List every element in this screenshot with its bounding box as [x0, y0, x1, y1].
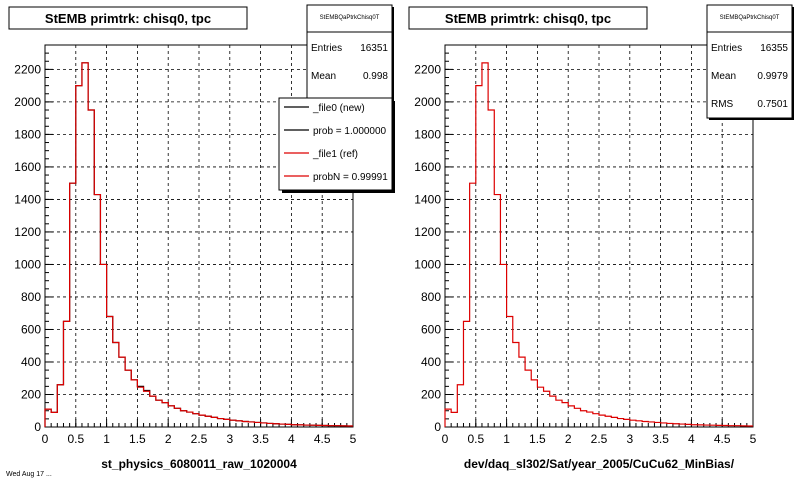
x-tick-label-1-8: 4	[688, 432, 695, 446]
y-tick-label-1-0: 0	[434, 420, 441, 434]
y-tick-label-1-11: 2200	[414, 62, 441, 76]
stats-label-0-0: Entries	[311, 43, 342, 54]
y-tick-label-1-9: 1800	[414, 127, 441, 141]
stats-value-0-0: 16351	[360, 43, 388, 54]
footer-text: Wed Aug 17 ...	[6, 471, 52, 478]
y-tick-label-1-3: 600	[421, 322, 441, 336]
y-tick-label-0-10: 2000	[14, 95, 41, 109]
x-tick-label-0-4: 2	[165, 432, 172, 446]
x-tick-label-1-1: 0.5	[467, 432, 484, 446]
x-tick-label-1-3: 1.5	[529, 432, 546, 446]
y-tick-label-1-7: 1400	[414, 192, 441, 206]
stats-label-1-2: RMS	[711, 99, 734, 110]
y-tick-label-0-8: 1600	[14, 160, 41, 174]
y-tick-label-0-6: 1200	[14, 225, 41, 239]
stats-name-0: StEMBQaPtrkChisq0T	[320, 15, 380, 21]
y-tick-label-1-8: 1600	[414, 160, 441, 174]
histogram-series-0-1	[44, 62, 353, 427]
legend-entry-0-1: prob = 1.000000	[313, 126, 387, 137]
y-tick-label-0-0: 0	[34, 420, 41, 434]
y-tick-label-1-5: 1000	[414, 257, 441, 271]
y-tick-label-0-2: 400	[21, 355, 41, 369]
x-tick-label-1-9: 4.5	[714, 432, 731, 446]
x-tick-label-1-5: 2.5	[591, 432, 608, 446]
legend-entry-0-2: _file1 (ref)	[312, 149, 358, 160]
chart-title-0: StEMB primtrk: chisq0, tpc	[45, 11, 211, 26]
stats-box-0	[306, 4, 393, 114]
x-axis-label-1: dev/daq_sl302/Sat/year_2005/CuCu62_MinBi…	[464, 457, 735, 471]
stats-label-0-1: Mean	[311, 71, 336, 82]
legend-entry-0-3: probN = 0.99991	[313, 172, 388, 183]
y-tick-label-0-3: 600	[21, 322, 41, 336]
stats-value-1-1: 0.9979	[757, 71, 788, 82]
y-tick-label-1-6: 1200	[414, 225, 441, 239]
title-box-0	[8, 6, 248, 30]
x-tick-label-0-1: 0.5	[67, 432, 84, 446]
x-tick-label-0-8: 4	[288, 432, 295, 446]
y-tick-label-0-5: 1000	[14, 257, 41, 271]
y-tick-label-0-4: 800	[21, 290, 41, 304]
stats-value-1-0: 16355	[760, 43, 788, 54]
stats-value-0-1: 0.998	[363, 71, 388, 82]
x-tick-label-0-0: 0	[42, 432, 49, 446]
x-tick-label-1-6: 3	[626, 432, 633, 446]
x-tick-label-1-2: 1	[503, 432, 510, 446]
y-tick-label-1-2: 400	[421, 355, 441, 369]
stats-name-1: StEMBQaPtrkChisq0T	[720, 15, 780, 21]
stats-value-1-2: 0.7501	[757, 99, 788, 110]
legend-entry-0-0: _file0 (new)	[312, 103, 365, 114]
y-tick-label-0-11: 2200	[14, 62, 41, 76]
stats-box-1	[706, 4, 793, 119]
stats-label-1-1: Mean	[711, 71, 736, 82]
chart-title-1: StEMB primtrk: chisq0, tpc	[445, 11, 611, 26]
x-tick-label-0-5: 2.5	[191, 432, 208, 446]
y-tick-label-1-4: 800	[421, 290, 441, 304]
x-tick-label-1-0: 0	[442, 432, 449, 446]
x-tick-label-0-3: 1.5	[129, 432, 146, 446]
x-tick-label-1-10: 5	[750, 432, 757, 446]
x-tick-label-0-9: 4.5	[314, 432, 331, 446]
legend-box-0	[278, 97, 393, 191]
stats-label-1-0: Entries	[711, 43, 742, 54]
x-tick-label-1-4: 2	[565, 432, 572, 446]
y-tick-label-1-10: 2000	[414, 95, 441, 109]
x-tick-label-0-2: 1	[103, 432, 110, 446]
x-axis-label-0: st_physics_6080011_raw_1020004	[101, 457, 297, 471]
y-tick-label-0-9: 1800	[14, 127, 41, 141]
y-tick-label-0-1: 200	[21, 387, 41, 401]
x-tick-label-0-7: 3.5	[252, 432, 269, 446]
x-tick-label-0-10: 5	[350, 432, 357, 446]
x-tick-label-1-7: 3.5	[652, 432, 669, 446]
histogram-series-1-0	[444, 62, 753, 427]
y-tick-label-1-1: 200	[421, 387, 441, 401]
title-box-1	[408, 6, 648, 30]
y-tick-label-0-7: 1400	[14, 192, 41, 206]
x-tick-label-0-6: 3	[226, 432, 233, 446]
